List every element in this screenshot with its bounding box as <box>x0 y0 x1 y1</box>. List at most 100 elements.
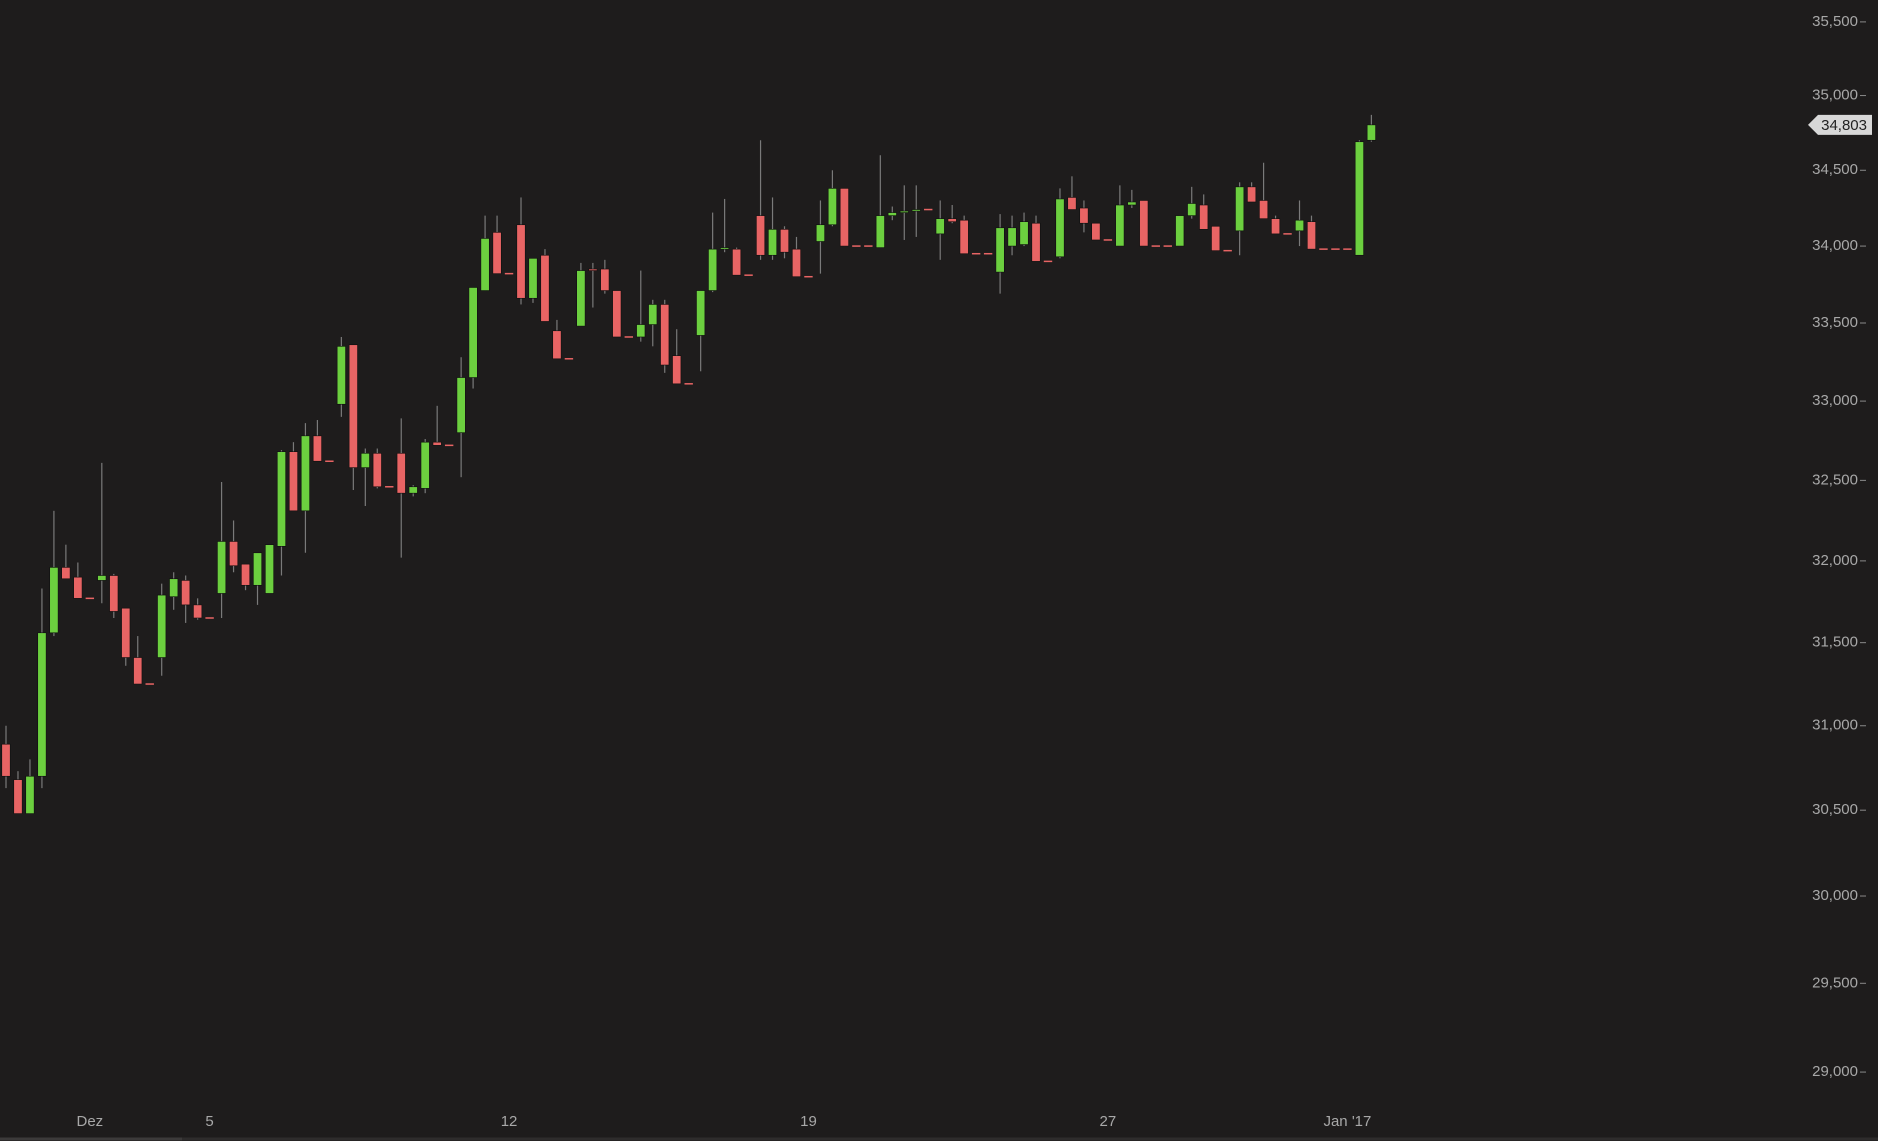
candle-body <box>1306 221 1316 250</box>
candle-body <box>312 435 322 462</box>
candle-body <box>1199 204 1209 230</box>
candle-body <box>875 215 885 248</box>
candle-body <box>97 575 107 581</box>
candle-body <box>253 552 263 586</box>
candle-body <box>552 330 562 360</box>
y-tick-label: 34,000 <box>1812 237 1858 254</box>
candle-body <box>947 218 957 222</box>
candle-body <box>744 274 753 276</box>
x-tick-label: Dez <box>76 1113 103 1130</box>
candle-body <box>288 451 298 512</box>
candle-body <box>1223 249 1232 252</box>
candle-body <box>276 451 286 547</box>
candle-body <box>1019 221 1029 245</box>
candle-body <box>480 238 490 291</box>
candle-body <box>456 377 466 433</box>
candle-body <box>660 304 670 366</box>
candle-body <box>576 270 586 327</box>
candle-body <box>1343 248 1352 250</box>
candle-body <box>911 209 921 212</box>
candle-body <box>696 290 706 336</box>
candle-body <box>1331 248 1340 250</box>
candle-body <box>468 287 478 378</box>
candle-body <box>37 632 47 777</box>
y-tick-label: 30,000 <box>1812 887 1858 904</box>
x-tick-label: 5 <box>205 1113 213 1130</box>
candle-body <box>1319 248 1328 250</box>
candle-body <box>780 229 790 253</box>
candle-body <box>229 541 239 567</box>
candle-body <box>600 268 610 291</box>
y-tick-label: 32,000 <box>1812 552 1858 569</box>
candle-body <box>193 604 203 619</box>
y-tick-label: 35,000 <box>1812 87 1858 104</box>
candle-body <box>1067 197 1077 210</box>
candle-body <box>1055 198 1065 258</box>
candle-body <box>768 229 778 256</box>
candle-body <box>121 607 131 658</box>
candle-body <box>372 452 382 488</box>
candle-body <box>612 290 622 338</box>
x-tick-label: 27 <box>1100 1113 1117 1130</box>
last-price-label: 34,803 <box>1821 117 1867 134</box>
candle-body <box>852 245 861 247</box>
candle-body <box>1043 260 1053 263</box>
candle-body <box>864 245 873 247</box>
candle-body <box>1091 222 1101 241</box>
candle-body <box>672 355 682 385</box>
candle-body <box>1115 204 1125 247</box>
candle-body <box>899 210 909 213</box>
candle-body <box>85 597 95 600</box>
candle-body <box>624 336 634 338</box>
candle-body <box>432 441 442 446</box>
candle-body <box>49 567 59 634</box>
candle-body <box>1139 200 1149 247</box>
y-tick-label: 29,000 <box>1812 1063 1858 1080</box>
candle-body <box>157 594 167 658</box>
y-tick-label: 29,500 <box>1812 974 1858 991</box>
candle-body <box>1259 200 1269 219</box>
y-tick-label: 30,500 <box>1812 801 1858 818</box>
candle-body <box>217 541 227 594</box>
candle-body <box>983 252 993 255</box>
candle-body <box>564 358 574 360</box>
candle-body <box>839 188 849 247</box>
candle-body <box>145 683 154 685</box>
candle-body <box>504 272 514 275</box>
candle-body <box>385 486 394 488</box>
candle-body <box>1295 219 1305 232</box>
y-tick-label: 32,500 <box>1812 471 1858 488</box>
x-tick-label: 19 <box>800 1113 817 1130</box>
candle-body <box>205 617 214 619</box>
candle-body <box>1283 233 1292 235</box>
candle-body <box>360 452 370 468</box>
candle-body <box>336 346 346 405</box>
candle-body <box>264 544 274 594</box>
candle-body <box>528 258 538 299</box>
candle-body <box>995 227 1005 273</box>
candle-body <box>1235 186 1245 232</box>
candle-body <box>300 435 310 512</box>
candle-body <box>959 219 969 255</box>
candle-body <box>924 208 933 211</box>
y-tick-label: 33,500 <box>1812 314 1858 331</box>
candle-body <box>827 188 837 226</box>
candle-body <box>1127 201 1137 206</box>
candle-body <box>420 441 430 489</box>
candle-body <box>1103 239 1113 241</box>
candle-body <box>348 344 358 468</box>
candle-body <box>1247 186 1257 203</box>
last-price-badge <box>1808 114 1872 135</box>
candle-body <box>1175 215 1185 247</box>
candle-body <box>133 657 143 685</box>
candle-body <box>815 224 825 242</box>
candle-body <box>720 247 730 250</box>
candle-body <box>492 232 502 274</box>
candle-body <box>325 460 334 462</box>
candle-body <box>25 775 35 814</box>
candle-body <box>61 567 71 580</box>
y-tick-label: 35,500 <box>1812 13 1858 30</box>
candle-body <box>971 252 981 255</box>
